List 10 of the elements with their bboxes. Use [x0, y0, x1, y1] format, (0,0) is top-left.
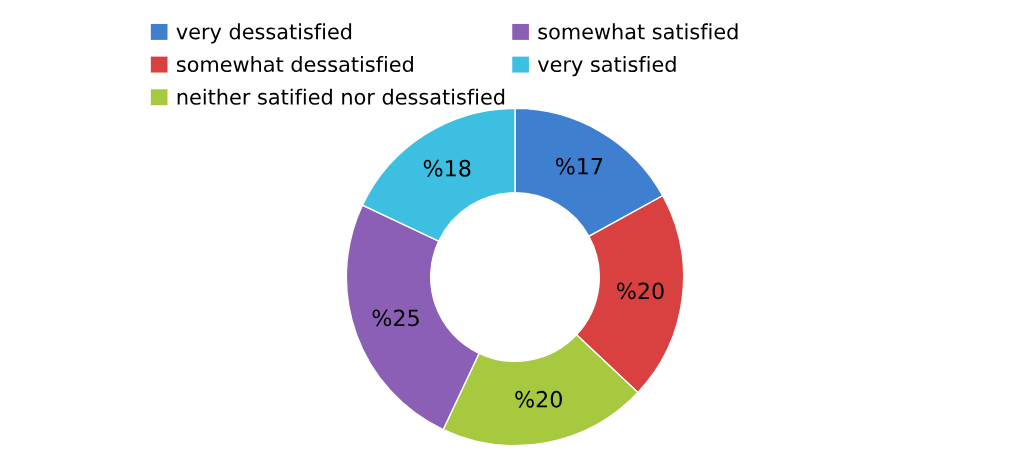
- legend-label: very dessatisfied: [176, 23, 352, 44]
- data-label: %18: [423, 159, 471, 177]
- data-label: %17: [555, 157, 603, 175]
- legend-label: very satisfied: [537, 55, 676, 77]
- legend-label: neither satified nor dessatisfied: [177, 88, 505, 105]
- legend-label: somewhat dessatisfied: [176, 55, 413, 73]
- data-label: %20: [515, 390, 562, 408]
- data-label: %20: [617, 282, 664, 300]
- data-label: %25: [372, 309, 419, 327]
- legend-label: somewhat satisfied: [538, 23, 738, 40]
